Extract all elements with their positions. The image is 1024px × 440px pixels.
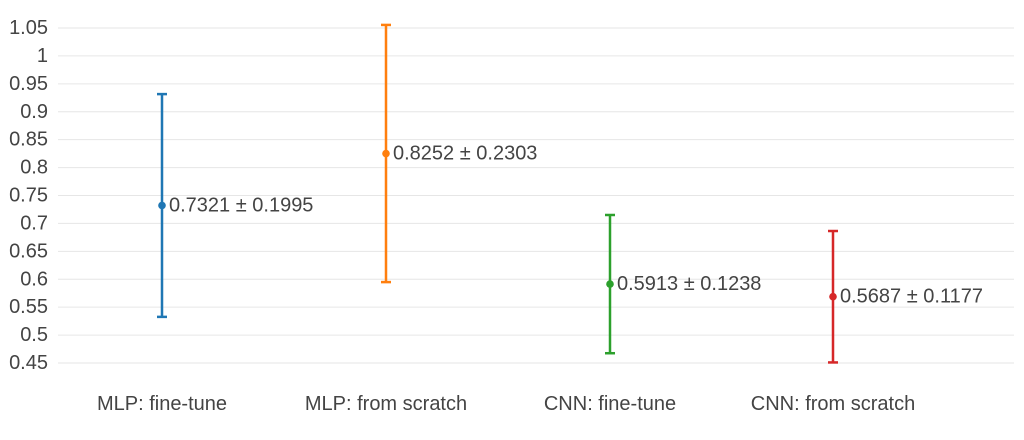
y-tick-label: 0.65	[9, 240, 48, 262]
y-tick-label: 0.6	[20, 268, 48, 290]
error-bar-group: 0.5913 ± 0.1238	[605, 213, 761, 355]
y-tick-label: 0.8	[20, 157, 48, 179]
y-tick-label: 0.5	[20, 324, 48, 346]
x-category-label: CNN: from scratch	[751, 393, 915, 415]
mean-point	[158, 201, 166, 210]
y-tick-label: 0.85	[9, 129, 48, 151]
y-axis-tick-labels: 0.45 0.5 0.55 0.6 0.65 0.7 0.75 0.8 0.85 0.9 0.95 1…	[9, 17, 48, 374]
x-category-label: MLP: fine-tune	[97, 393, 227, 415]
x-category-label: MLP: from scratch	[305, 393, 467, 415]
error-bar-series: 0.7321 ± 0.1995 0.8252 ± 0.2303 0.5913 ± 0…	[157, 23, 983, 364]
data-label: 0.8252 ± 0.2303	[393, 143, 537, 165]
error-bar-group: 0.7321 ± 0.1995	[157, 92, 313, 319]
mean-point	[382, 149, 390, 158]
y-tick-label: 0.55	[9, 296, 48, 318]
grid-layer	[58, 27, 1014, 364]
y-tick-label: 1	[37, 45, 48, 67]
data-label: 0.7321 ± 0.1995	[169, 194, 313, 216]
x-category-label: CNN: fine-tune	[544, 393, 676, 415]
mean-point	[606, 280, 614, 288]
y-tick-label: 0.75	[9, 185, 48, 207]
error-bar-group: 0.8252 ± 0.2303	[381, 23, 537, 284]
data-label: 0.5687 ± 0.1177	[840, 286, 983, 308]
y-tick-label: 0.7	[20, 212, 48, 234]
x-axis-category-labels: MLP: fine-tune MLP: from scratch CNN: fine…	[97, 393, 915, 415]
y-tick-label: 0.9	[20, 101, 48, 123]
mean-point	[829, 292, 837, 301]
y-tick-label: 0.45	[9, 352, 48, 374]
y-tick-label: 0.95	[9, 73, 48, 95]
error-bar-group: 0.5687 ± 0.1177	[828, 229, 983, 364]
y-tick-label: 1.05	[9, 17, 48, 39]
data-label: 0.5913 ± 0.1238	[617, 273, 761, 295]
